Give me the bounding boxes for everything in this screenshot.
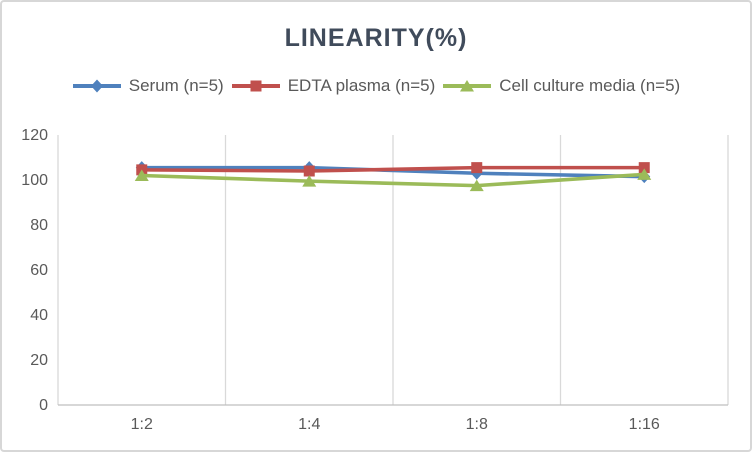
x-tick-label: 1:8 bbox=[466, 416, 488, 433]
legend-item-cell-culture-media-n-5: Cell culture media (n=5) bbox=[442, 76, 680, 96]
x-tick-label: 1:16 bbox=[629, 416, 660, 433]
y-tick-label: 60 bbox=[30, 262, 48, 279]
serum-n-5-legend-diamond-marker bbox=[90, 79, 103, 93]
legend-label: EDTA plasma (n=5) bbox=[287, 76, 436, 95]
cell-culture-media-n-5-legend-triangle-marker bbox=[460, 80, 475, 92]
y-tick-label: 80 bbox=[30, 217, 48, 234]
legend-diamond-icon bbox=[72, 79, 121, 93]
y-tick-label: 20 bbox=[30, 352, 48, 369]
y-tick-label: 0 bbox=[39, 397, 48, 414]
chart-title: LINEARITY(%) bbox=[284, 24, 468, 52]
y-tick-label: 120 bbox=[21, 127, 48, 144]
legend-label: Serum (n=5) bbox=[128, 76, 224, 95]
cell-culture-media-n-5-triangle-marker bbox=[302, 175, 317, 187]
cell-culture-media-n-5-triangle-marker bbox=[469, 179, 484, 192]
legend-item-serum-n-5: Serum (n=5) bbox=[72, 76, 224, 96]
cell-culture-media-n-5-triangle-marker bbox=[637, 168, 652, 180]
series-line-edta-plasma-n-5 bbox=[139, 165, 647, 173]
legend-triangle-icon bbox=[443, 80, 492, 92]
series-line-cell-culture-media-n-5 bbox=[139, 172, 647, 188]
legend-square-icon bbox=[231, 80, 280, 92]
y-tick-label: 100 bbox=[21, 172, 48, 189]
x-tick-label: 1:2 bbox=[131, 416, 153, 433]
legend-label: Cell culture media (n=5) bbox=[499, 76, 681, 95]
x-tick-label: 1:4 bbox=[298, 416, 320, 433]
cell-culture-media-n-5-triangle-marker bbox=[134, 169, 149, 181]
legend-item-edta-plasma-n-5: EDTA plasma (n=5) bbox=[231, 76, 436, 96]
edta-plasma-n-5-square-marker bbox=[303, 165, 315, 177]
edta-plasma-n-5-square-marker bbox=[638, 162, 650, 174]
edta-plasma-n-5-legend-square-marker bbox=[250, 80, 262, 92]
chart-legend: Serum (n=5) EDTA plasma (n=5) Cell culture… bbox=[2, 76, 750, 96]
edta-plasma-n-5-square-marker bbox=[471, 162, 483, 174]
y-tick-label: 40 bbox=[30, 307, 48, 324]
